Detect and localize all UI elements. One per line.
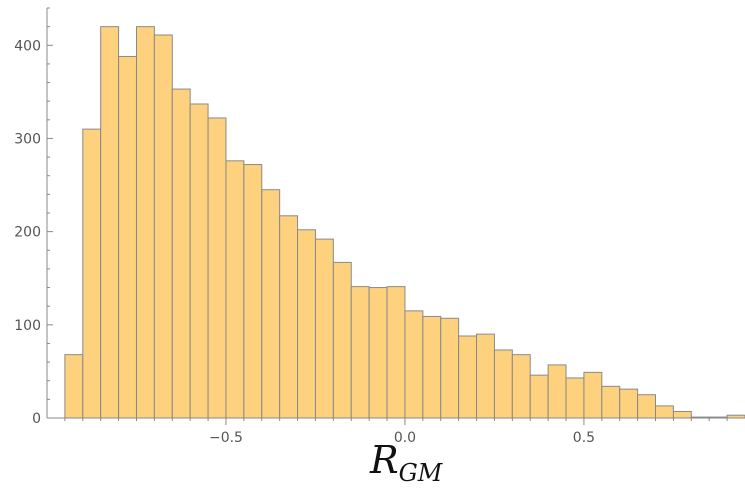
histogram-bar bbox=[350, 286, 370, 419]
histogram-bar bbox=[511, 354, 531, 419]
x-axis-title-main: R bbox=[369, 438, 399, 482]
histogram-bar bbox=[189, 103, 209, 419]
histogram-bar bbox=[332, 261, 352, 419]
histogram-bar bbox=[565, 377, 585, 419]
x-tick-label: 0.0 bbox=[394, 430, 416, 446]
histogram-bar bbox=[261, 189, 281, 419]
histogram-bar bbox=[386, 286, 406, 419]
histogram-bar bbox=[422, 315, 442, 419]
histogram-bar bbox=[493, 349, 513, 419]
histogram-bar bbox=[440, 317, 460, 419]
histogram-bar bbox=[529, 374, 549, 419]
histogram-bar bbox=[404, 310, 424, 419]
histogram-bar bbox=[672, 410, 692, 419]
histogram-bar bbox=[82, 128, 102, 419]
histogram-bar bbox=[225, 160, 245, 419]
histogram-bar bbox=[637, 394, 657, 419]
histogram-bar bbox=[476, 333, 495, 419]
histogram-bar bbox=[655, 405, 674, 419]
histogram-bar bbox=[243, 164, 263, 419]
histogram-bar bbox=[171, 88, 191, 419]
histogram-bar bbox=[368, 287, 388, 419]
y-tick-label: 400 bbox=[14, 38, 41, 54]
y-tick-label: 200 bbox=[14, 225, 41, 241]
histogram-bars bbox=[64, 26, 745, 419]
histogram-bar bbox=[207, 117, 227, 419]
histogram-bar bbox=[118, 55, 137, 419]
histogram-bar bbox=[619, 388, 639, 419]
histogram-bar bbox=[601, 385, 621, 419]
histogram-bar bbox=[314, 238, 334, 419]
histogram-bar bbox=[135, 26, 155, 419]
x-axis-title-subscript: GM bbox=[399, 459, 444, 487]
histogram-bar bbox=[279, 215, 299, 419]
y-tick-label: 100 bbox=[14, 318, 41, 334]
histogram-bar bbox=[547, 364, 567, 419]
y-tick-label: 300 bbox=[14, 131, 41, 147]
histogram-bar bbox=[64, 354, 84, 419]
histogram-bar bbox=[297, 229, 316, 419]
histogram-bar bbox=[458, 335, 478, 419]
y-tick-label: 0 bbox=[32, 411, 41, 427]
chart-axes: 0 100 200 300 400 −0.5 0.0 0.5 bbox=[14, 7, 745, 446]
x-axis-title: RGM bbox=[369, 438, 444, 487]
x-tick-label: 0.5 bbox=[573, 430, 595, 446]
x-tick-label: −0.5 bbox=[209, 430, 243, 446]
histogram-bar bbox=[100, 26, 120, 419]
histogram-bar bbox=[583, 371, 603, 419]
histogram-bar bbox=[153, 34, 173, 419]
